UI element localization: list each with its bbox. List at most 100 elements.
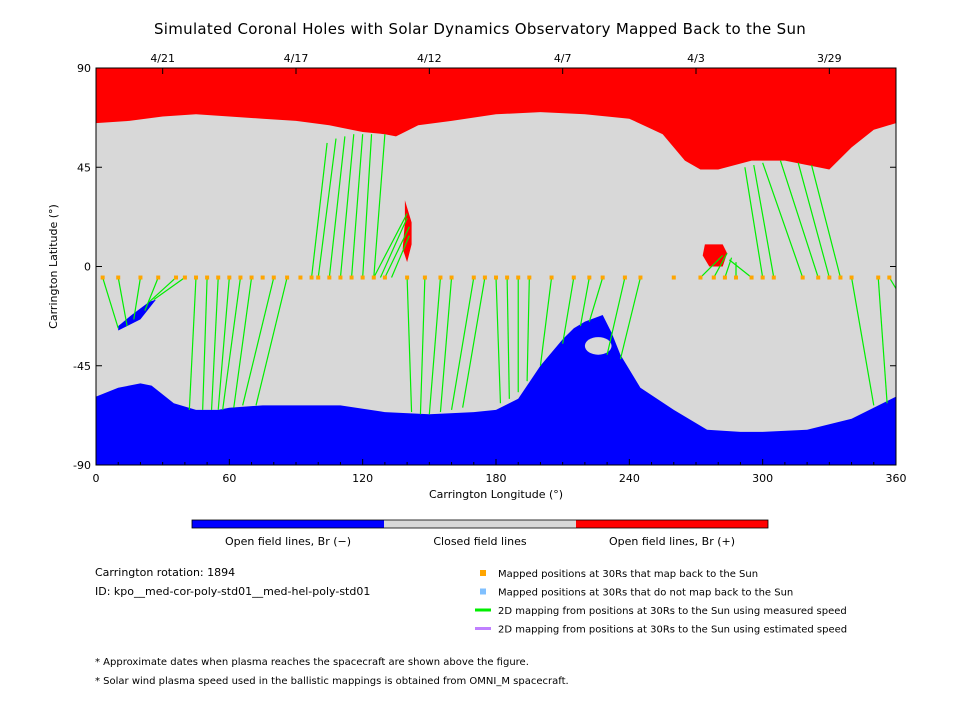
mapping-line bbox=[317, 138, 337, 278]
mapping-line bbox=[362, 134, 373, 278]
mapped-point bbox=[382, 275, 387, 280]
mapping-line bbox=[753, 164, 775, 278]
mapping-line bbox=[117, 277, 128, 327]
mapping-line bbox=[202, 277, 208, 410]
mapped-point bbox=[876, 275, 881, 280]
mapped-point bbox=[338, 275, 343, 280]
mapped-point bbox=[638, 275, 643, 280]
mapping-line bbox=[233, 277, 253, 408]
mapped-point bbox=[216, 275, 221, 280]
mapping-line bbox=[133, 277, 142, 320]
mapping-line bbox=[339, 134, 355, 278]
mapped-point bbox=[156, 275, 161, 280]
mapped-point bbox=[760, 275, 765, 280]
mapping-line bbox=[188, 277, 197, 410]
mapping-line bbox=[210, 277, 219, 410]
mapping-line bbox=[153, 277, 186, 301]
mapped-point bbox=[100, 275, 105, 280]
mapping-line bbox=[428, 277, 442, 415]
mapped-point bbox=[887, 275, 892, 280]
mapped-point bbox=[711, 275, 716, 280]
colorbar-segment bbox=[576, 520, 768, 528]
mapped-point bbox=[285, 275, 290, 280]
colorbar-segment bbox=[384, 520, 576, 528]
mapped-point bbox=[471, 275, 476, 280]
mapping-line bbox=[713, 252, 728, 278]
north-coronal-hole bbox=[96, 68, 896, 170]
colorbar-segment bbox=[192, 520, 384, 528]
mapping-line bbox=[495, 277, 502, 404]
mapped-point bbox=[316, 275, 321, 280]
chart-title: Simulated Coronal Holes with Solar Dynam… bbox=[153, 20, 807, 38]
mapped-point bbox=[482, 275, 487, 280]
mapping-line bbox=[877, 277, 888, 404]
mapping-line bbox=[222, 277, 242, 410]
mapped-point bbox=[722, 275, 727, 280]
mapped-point bbox=[527, 275, 532, 280]
legend: Mapped positions at 30Rs that map back t… bbox=[475, 569, 847, 636]
mapped-point bbox=[327, 275, 332, 280]
x-tick-label: 0 bbox=[93, 472, 100, 485]
mapped-point bbox=[749, 275, 754, 280]
mapping-line bbox=[606, 277, 626, 355]
mapped-point bbox=[549, 275, 554, 280]
mapped-point bbox=[438, 275, 443, 280]
mapping-line bbox=[462, 277, 486, 408]
mapped-point bbox=[734, 275, 738, 280]
mapped-point bbox=[771, 275, 776, 280]
mapping-line bbox=[255, 277, 288, 406]
mapped-point bbox=[371, 275, 376, 280]
mapped-point bbox=[138, 275, 143, 280]
colorbar-frame bbox=[191, 519, 769, 529]
mapped-point bbox=[838, 275, 843, 280]
mapped-point bbox=[116, 275, 121, 280]
map-area bbox=[96, 68, 897, 465]
x-tick-label: 300 bbox=[752, 472, 773, 485]
mapping-line bbox=[619, 277, 642, 360]
date-label: 4/7 bbox=[554, 52, 572, 65]
mapped-point bbox=[505, 275, 510, 280]
mapping-line bbox=[539, 277, 553, 366]
x-tick-label: 240 bbox=[619, 472, 640, 485]
legend-swatch-nomap bbox=[480, 588, 486, 595]
mapping-line bbox=[562, 277, 575, 344]
mapping-line bbox=[391, 235, 410, 278]
mapping-line bbox=[526, 277, 530, 382]
closed-field-pocket bbox=[584, 337, 612, 355]
mapping-line bbox=[328, 136, 346, 278]
footnote-speed: * Solar wind plasma speed used in the ba… bbox=[95, 676, 569, 687]
mapped-point bbox=[360, 275, 365, 280]
mapped-point bbox=[600, 275, 605, 280]
legend-label-measured: 2D mapping from positions at 30Rs to the… bbox=[498, 606, 847, 617]
mapping-line bbox=[373, 134, 386, 278]
carrington-rotation: Carrington rotation: 1894 bbox=[95, 566, 236, 579]
legend-label-nomap: Mapped positions at 30Rs that do not map… bbox=[498, 588, 793, 599]
footnote-dates: * Approximate dates when plasma reaches … bbox=[95, 657, 529, 668]
mapped-point bbox=[827, 275, 832, 280]
mapping-line bbox=[744, 167, 764, 278]
mapping-line bbox=[406, 277, 413, 413]
mapping-line bbox=[850, 277, 875, 406]
date-label: 4/21 bbox=[150, 52, 175, 65]
mapped-point bbox=[182, 275, 187, 280]
x-axis-label: Carrington Longitude (°) bbox=[429, 488, 563, 501]
mapping-line bbox=[588, 277, 604, 322]
axes: 0 60 120 180 240 300 360 90 45 0 -45 -90 4/21 4/17 4/1… bbox=[47, 52, 907, 501]
date-label: 4/17 bbox=[284, 52, 309, 65]
y-tick-label: 90 bbox=[77, 62, 91, 75]
mapped-point bbox=[194, 275, 198, 280]
x-tick-label: 360 bbox=[886, 472, 907, 485]
mapping-line bbox=[144, 277, 159, 311]
mapped-point bbox=[698, 275, 703, 280]
x-tick-label: 180 bbox=[486, 472, 507, 485]
mapped-point bbox=[227, 275, 232, 280]
mapping-line bbox=[373, 213, 408, 278]
south-coronal-hole bbox=[96, 315, 896, 465]
mapped-point bbox=[671, 275, 676, 280]
mapped-point bbox=[516, 275, 521, 280]
mapped-point bbox=[494, 275, 498, 280]
y-tick-label: -90 bbox=[73, 459, 91, 472]
colorbar-label: Closed field lines bbox=[433, 535, 527, 548]
mapping-line bbox=[379, 217, 408, 278]
